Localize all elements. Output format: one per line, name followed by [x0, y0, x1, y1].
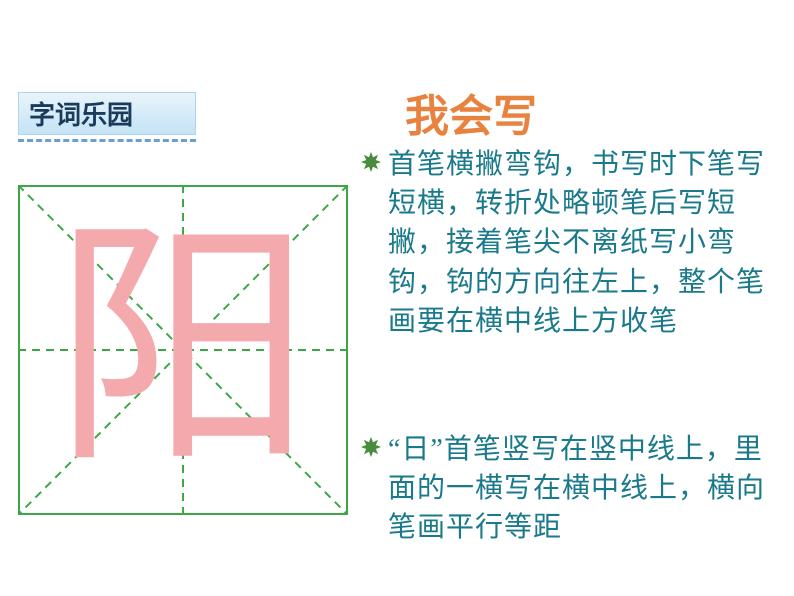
- instruction-text-1: 首笔横撇弯钩，书写时下笔写短横，转折处略顿笔后写短撇，接着笔尖不离纸写小弯钩，钩…: [388, 145, 780, 341]
- badge-underline: [18, 139, 196, 142]
- section-badge-container: 字词乐园: [18, 92, 196, 142]
- bullet-star-icon: [360, 151, 382, 173]
- page-title: 我会写: [405, 80, 537, 144]
- character-display: 阳: [18, 185, 348, 515]
- instruction-text-2: “日”首笔竖写在竖中线上，里面的一横写在横中线上，横向笔画平行等距: [388, 430, 780, 548]
- instruction-item-2: “日”首笔竖写在竖中线上，里面的一横写在横中线上，横向笔画平行等距: [360, 430, 780, 548]
- bullet-star-icon: [360, 436, 382, 458]
- instruction-item-1: 首笔横撇弯钩，书写时下笔写短横，转折处略顿笔后写短撇，接着笔尖不离纸写小弯钩，钩…: [360, 145, 780, 341]
- section-badge: 字词乐园: [18, 92, 196, 135]
- character-grid: 阳: [18, 185, 348, 515]
